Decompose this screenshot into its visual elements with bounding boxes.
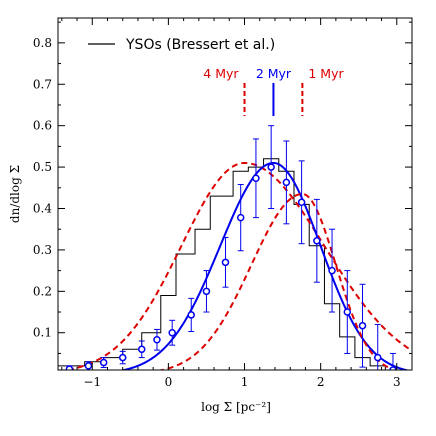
data-point: [328, 228, 336, 313]
x-axis-title: log Σ [pc⁻²]: [201, 400, 271, 414]
data-point: [313, 198, 321, 283]
axes: −1 0 1 2 3 0.1 0.2 0.3 0.4 0.5 0.6 0.7 0.8: [33, 18, 412, 389]
data-point: [168, 319, 176, 346]
age-marker-label: 1 Myr: [308, 66, 344, 81]
x-tick-label: 0: [165, 375, 173, 389]
data-point: [118, 350, 127, 365]
model-curve-4-myr: [61, 161, 412, 370]
data-point: [137, 340, 146, 359]
y-tick-label: 0.3: [33, 243, 52, 257]
plot-area: [58, 125, 412, 370]
y-tick-label: 0.6: [33, 119, 52, 133]
y-tick-label: 0.4: [33, 201, 52, 215]
data-point: [373, 323, 382, 370]
data-point: [389, 352, 397, 370]
y-axis-title: dn/dlog Σ: [8, 165, 22, 223]
y-tick-label: 0.8: [33, 36, 52, 50]
data-point: [84, 361, 93, 370]
model-curve-2-myr: [118, 161, 411, 370]
x-tick-label: −1: [83, 375, 101, 389]
data-point: [236, 183, 245, 252]
y-tick-label: 0.5: [33, 160, 52, 174]
legend-label: YSOs (Bressert et al.): [125, 37, 275, 53]
data-point: [153, 328, 161, 351]
data-point: [297, 160, 306, 245]
data-point: [282, 140, 291, 225]
y-tick-label: 0.2: [33, 284, 52, 298]
data-point: [187, 297, 195, 332]
legend: YSOs (Bressert et al.): [88, 37, 275, 53]
data-point: [358, 283, 367, 368]
x-tick-label: 3: [393, 375, 401, 389]
x-tick-label: 2: [317, 375, 325, 389]
data-point: [65, 365, 74, 370]
y-tick-label: 0.1: [33, 326, 52, 340]
data-point: [267, 125, 275, 209]
data-point: [343, 270, 352, 354]
data-point: [252, 138, 260, 219]
age-marker-label: 4 Myr: [203, 66, 239, 81]
age-markers: 4 Myr 2 Myr 1 Myr: [203, 66, 344, 116]
y-tick-label: 0.7: [33, 77, 52, 91]
data-point: [202, 270, 211, 313]
age-marker-label: 2 Myr: [256, 66, 292, 81]
model-curve-1-myr: [157, 193, 398, 370]
plot-frame: [57, 17, 413, 371]
data-point: [221, 236, 230, 288]
histogram-ysos: [58, 158, 401, 370]
data-point: [99, 357, 108, 369]
x-tick-label: 1: [241, 375, 249, 389]
